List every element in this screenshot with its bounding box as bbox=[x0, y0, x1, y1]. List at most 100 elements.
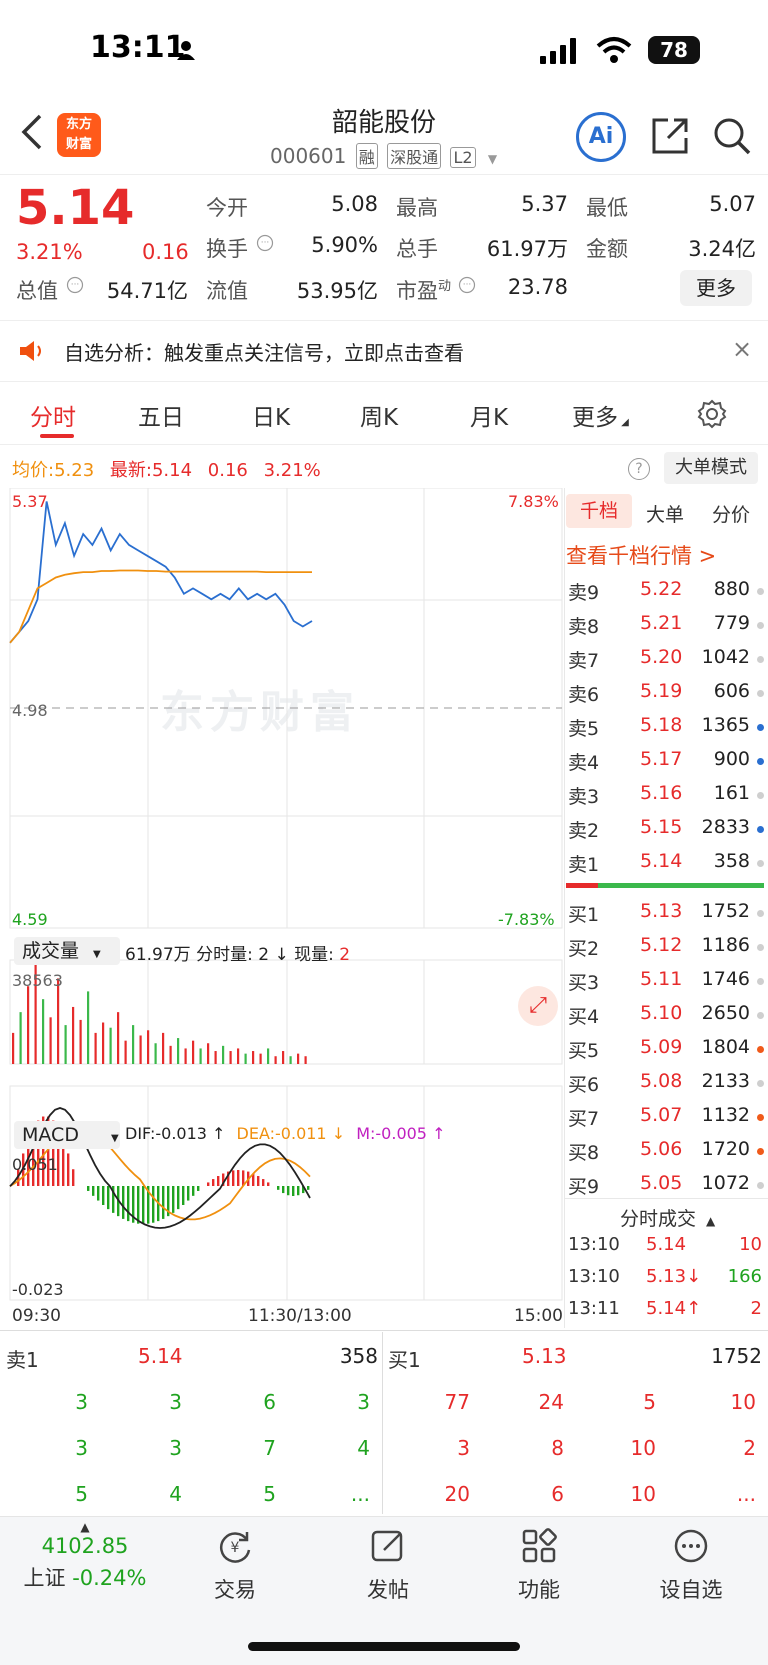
bid-queue-cell: 5 bbox=[643, 1390, 656, 1414]
bid-label: 买9 bbox=[568, 1176, 600, 1198]
bid-volume: 1186 bbox=[701, 934, 750, 956]
bid-price: 5.05 bbox=[640, 1172, 683, 1194]
tab-price-dist[interactable]: 分价 bbox=[712, 504, 751, 526]
bid-row[interactable]: 买8 5.06 1720 bbox=[568, 1138, 764, 1172]
ticks-title[interactable]: 分时成交 ▲ bbox=[620, 1204, 715, 1231]
ask-row[interactable]: 卖7 5.20 1042 bbox=[568, 646, 764, 680]
latest-label: 最新: bbox=[109, 460, 152, 481]
ai-button[interactable]: Ai bbox=[576, 112, 626, 162]
nav-functions-label: 功能 bbox=[518, 1578, 560, 1602]
depth-queue bbox=[0, 1330, 768, 1515]
ask-row[interactable]: 卖4 5.17 900 bbox=[568, 748, 764, 782]
macd-bar bbox=[127, 1186, 130, 1222]
ask-queue-cell: 5 bbox=[263, 1482, 276, 1506]
ask-label: 卖7 bbox=[568, 650, 600, 672]
macd-bar bbox=[87, 1186, 90, 1191]
ask-row[interactable]: 卖1 5.14 358 bbox=[568, 850, 764, 884]
caret-up-icon: ▲ bbox=[706, 1214, 716, 1228]
bid-row[interactable]: 买7 5.07 1132 bbox=[568, 1104, 764, 1138]
tab-order-depth[interactable]: 千档 bbox=[566, 494, 632, 528]
bid-label: 买6 bbox=[568, 1074, 600, 1096]
more-stats-button[interactable]: 更多 bbox=[680, 270, 752, 306]
latest-value: 5.14 bbox=[151, 460, 193, 481]
close-icon[interactable]: × bbox=[732, 335, 753, 363]
nav-functions[interactable]: 功能 bbox=[484, 1528, 594, 1604]
last-price: 5.14 bbox=[16, 180, 135, 236]
ask-row[interactable]: 卖6 5.19 606 bbox=[568, 680, 764, 714]
big-order-mode-button[interactable]: 大单模式 bbox=[664, 452, 758, 484]
ask-row[interactable]: 卖3 5.16 161 bbox=[568, 782, 764, 816]
bid-dot bbox=[757, 910, 764, 917]
bid-volume: 1746 bbox=[701, 968, 750, 990]
macd-bar bbox=[227, 1171, 230, 1186]
tab-five-day[interactable]: 五日 bbox=[138, 405, 184, 431]
help-icon[interactable]: ? bbox=[628, 458, 650, 480]
search-icon[interactable] bbox=[712, 116, 752, 156]
bid-price: 5.12 bbox=[640, 934, 683, 956]
ask-row[interactable]: 卖2 5.15 2833 bbox=[568, 816, 764, 850]
macd-dea: DEA:-0.011 bbox=[236, 1124, 327, 1143]
view-depth-link[interactable]: 查看千档行情 > bbox=[566, 544, 717, 568]
ask-row[interactable]: 卖5 5.18 1365 bbox=[568, 714, 764, 748]
stock-name: 韶能股份 bbox=[331, 108, 436, 138]
tab-weekly-k[interactable]: 周K bbox=[360, 405, 399, 431]
bid-volume: 2133 bbox=[701, 1070, 750, 1092]
ask-volume: 358 bbox=[713, 850, 750, 872]
ask-queue-cell: 3 bbox=[357, 1390, 370, 1414]
volume-bar bbox=[49, 1017, 52, 1064]
macd-bar bbox=[217, 1176, 220, 1186]
intraday-chart[interactable] bbox=[0, 488, 564, 1328]
bid-row[interactable]: 买1 5.13 1752 bbox=[568, 900, 764, 934]
macd-bar bbox=[97, 1186, 100, 1201]
depth-divider bbox=[382, 1332, 383, 1514]
tab-big-orders[interactable]: 大单 bbox=[646, 504, 685, 526]
bid-row[interactable]: 买6 5.08 2133 bbox=[568, 1070, 764, 1104]
tab-intraday[interactable]: 分时 bbox=[30, 405, 76, 431]
info-icon[interactable]: ··· bbox=[256, 234, 274, 252]
alert-banner[interactable]: 自选分析：触发重点关注信号，立即点击查看 × bbox=[0, 320, 768, 382]
bid-price: 5.07 bbox=[640, 1104, 683, 1126]
bid-row[interactable]: 买2 5.12 1186 bbox=[568, 934, 764, 968]
nav-post[interactable]: 发帖 bbox=[333, 1528, 443, 1604]
ask-row[interactable]: 卖9 5.22 880 bbox=[568, 578, 764, 612]
bid-row[interactable]: 买9 5.05 1072 bbox=[568, 1172, 764, 1206]
ask-queue-cell: 4 bbox=[169, 1482, 182, 1506]
stat-label-pe-text: 市盈 bbox=[396, 279, 438, 303]
dropdown-icon: ▼ bbox=[110, 1133, 119, 1144]
bid-row[interactable]: 买5 5.09 1804 bbox=[568, 1036, 764, 1070]
gear-icon[interactable] bbox=[696, 398, 728, 430]
macd-bar bbox=[92, 1186, 95, 1196]
ask-row[interactable]: 卖8 5.21 779 bbox=[568, 612, 764, 646]
macd-bar bbox=[37, 1120, 40, 1186]
stock-code-row[interactable]: 000601 融 深股通 L2 ▼ bbox=[270, 143, 497, 169]
dropdown-icon: ▼ bbox=[93, 949, 101, 960]
nav-trade[interactable]: ¥ 交易 bbox=[180, 1528, 290, 1604]
info-icon[interactable]: ··· bbox=[66, 276, 84, 294]
bid-queue-cell: 10 bbox=[630, 1482, 656, 1506]
volume-bar bbox=[274, 1056, 277, 1064]
ask-dot bbox=[757, 588, 764, 595]
nav-add-watchlist[interactable]: 设自选 bbox=[636, 1528, 746, 1604]
share-icon[interactable] bbox=[650, 116, 690, 156]
back-button[interactable] bbox=[20, 112, 44, 162]
tab-monthly-k[interactable]: 月K bbox=[470, 405, 509, 431]
tick-time: 13:11 bbox=[568, 1298, 620, 1319]
tab-daily-k[interactable]: 日K bbox=[252, 405, 291, 431]
macd-bar bbox=[172, 1186, 175, 1213]
index-ticker[interactable]: ▲ 4102.85 上证 -0.24% bbox=[20, 1520, 150, 1592]
ask-dot bbox=[757, 860, 764, 867]
bid-row[interactable]: 买4 5.10 2650 bbox=[568, 1002, 764, 1036]
app-logo: 东方 财富 bbox=[57, 113, 101, 157]
bid-row[interactable]: 买3 5.11 1746 bbox=[568, 968, 764, 1002]
tab-more[interactable]: 更多 ◢ bbox=[572, 398, 629, 432]
expand-icon[interactable]: ⤢ bbox=[518, 986, 558, 1026]
bid-label: 买1 bbox=[568, 904, 600, 926]
volume-indicator-select[interactable]: 成交量 ▼ bbox=[14, 937, 120, 965]
bid-label: 买3 bbox=[568, 972, 600, 994]
volume-bar bbox=[259, 1053, 262, 1064]
info-icon[interactable]: ··· bbox=[458, 276, 476, 294]
macd-indicator-select[interactable]: MACD ▼ bbox=[14, 1121, 120, 1149]
macd-bar bbox=[122, 1186, 125, 1219]
volume-bar bbox=[199, 1048, 202, 1064]
macd-m: M:-0.005 bbox=[356, 1124, 427, 1143]
